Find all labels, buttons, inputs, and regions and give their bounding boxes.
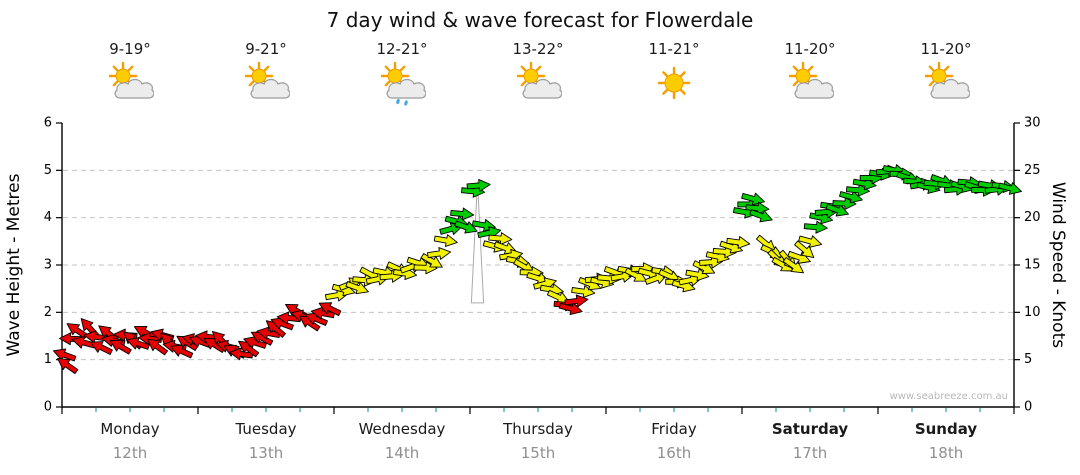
sun-cloud-icon xyxy=(924,62,970,99)
day-label: Sunday xyxy=(914,420,978,438)
wind-arrow xyxy=(66,323,88,339)
wave-tick-label: 3 xyxy=(44,258,52,273)
wind-arrow xyxy=(270,317,294,331)
wind-arrow xyxy=(450,207,475,221)
knots-tick-label: 25 xyxy=(1024,163,1041,178)
wind-arrow xyxy=(803,220,828,234)
sun-cloud-icon xyxy=(244,62,290,99)
day-date: 15th xyxy=(520,444,556,462)
wind-arrow xyxy=(798,235,823,248)
wind-arrow xyxy=(558,302,583,316)
wind-arrow xyxy=(782,257,804,274)
wind-arrow xyxy=(90,341,113,355)
temp-range: 11-20° xyxy=(920,40,972,58)
day-date: 17th xyxy=(792,444,828,462)
wind-arrow xyxy=(839,190,863,204)
axes: 0 1 2 3 4 5 6 0 5 10 15 20 25 30 xyxy=(44,116,1041,415)
wind-arrow xyxy=(749,209,773,223)
knots-tick-label: 30 xyxy=(1024,116,1041,131)
wind-speed-axis-label: Wind Speed - Knots xyxy=(1048,181,1068,349)
wave-tick-label: 4 xyxy=(44,210,52,225)
wind-arrow xyxy=(787,250,811,264)
wave-height-axis-label: Wave Height - Metres xyxy=(4,173,24,357)
wind-arrow xyxy=(499,248,524,262)
wind-arrow xyxy=(304,312,328,326)
wind-arrows-layer xyxy=(52,164,1022,375)
wind-arrow xyxy=(825,203,849,217)
wind-arrow xyxy=(147,338,169,356)
wind-arrow xyxy=(533,277,557,290)
wind-arrow xyxy=(433,234,458,247)
gust-spike xyxy=(470,181,485,304)
day-label: Thursday xyxy=(503,420,573,438)
wind-arrow xyxy=(564,294,589,308)
day-label: Friday xyxy=(651,420,697,438)
day-label: Tuesday xyxy=(235,420,297,438)
wind-arrow xyxy=(794,240,815,259)
knots-tick-label: 0 xyxy=(1024,400,1032,415)
wind-arrow xyxy=(420,253,443,268)
temp-range: 12-21° xyxy=(376,40,428,58)
sun-cloud-icon xyxy=(108,62,154,99)
wind-arrow xyxy=(597,271,622,285)
wind-arrow xyxy=(427,247,452,260)
wind-arrow xyxy=(57,357,79,375)
wind-arrow xyxy=(685,268,710,282)
wind-arrow xyxy=(109,339,132,355)
wind-arrow xyxy=(845,183,871,197)
day-date: 12th xyxy=(112,444,148,462)
temp-range: 11-20° xyxy=(784,40,836,58)
wind-arrow xyxy=(712,245,737,259)
temp-range: 13-22° xyxy=(512,40,564,58)
day-date: 18th xyxy=(928,444,964,462)
sun-icon xyxy=(657,66,691,100)
wind-arrow xyxy=(52,348,77,362)
wind-arrow xyxy=(345,281,369,295)
watermark: www.seabreeze.com.au xyxy=(889,391,1008,402)
temp-range: 11-21° xyxy=(648,40,700,58)
day-date: 13th xyxy=(248,444,284,462)
knots-tick-label: 10 xyxy=(1024,305,1041,320)
wind-arrow xyxy=(998,182,1022,195)
wave-tick-label: 2 xyxy=(44,305,52,320)
chart-title: 7 day wind & wave forecast for Flowerdal… xyxy=(326,8,754,32)
day-date: 14th xyxy=(384,444,420,462)
sun-cloud-rain-icon xyxy=(380,62,426,106)
sun-cloud-icon xyxy=(788,62,834,99)
wind-arrow xyxy=(265,320,286,338)
temp-range: 9-21° xyxy=(245,40,287,58)
wind-arrow xyxy=(488,232,513,246)
wind-arrow xyxy=(466,178,491,192)
wind-arrow xyxy=(832,197,857,210)
temp-range: 9-19° xyxy=(109,40,151,58)
wave-tick-label: 5 xyxy=(44,163,52,178)
wind-arrow xyxy=(299,315,321,332)
wind-arrow xyxy=(243,336,267,349)
wave-tick-label: 0 xyxy=(44,400,52,415)
knots-tick-label: 5 xyxy=(1024,352,1032,367)
wind-arrow xyxy=(726,236,751,249)
knots-tick-label: 15 xyxy=(1024,258,1041,273)
wind-arrow xyxy=(59,332,84,346)
wave-tick-label: 6 xyxy=(44,116,52,131)
day-label: Saturday xyxy=(771,420,849,438)
wind-arrow xyxy=(454,220,478,234)
wind-arrow xyxy=(477,226,502,239)
wind-arrow xyxy=(571,285,596,299)
wind-arrow xyxy=(318,302,342,317)
wind-arrow xyxy=(238,340,260,358)
knots-tick-label: 20 xyxy=(1024,210,1041,225)
sun-cloud-icon xyxy=(516,62,562,99)
day-date: 16th xyxy=(656,444,692,462)
wind-arrow xyxy=(170,344,194,359)
wave-tick-label: 1 xyxy=(44,352,52,367)
day-label: Monday xyxy=(100,420,160,438)
day-label: Wednesday xyxy=(358,420,446,438)
